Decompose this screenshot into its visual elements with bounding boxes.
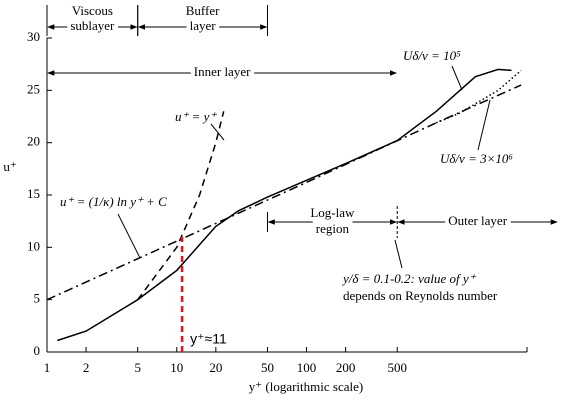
- region-label: Inner layer: [194, 64, 251, 79]
- region-label: Outer layer: [448, 213, 508, 228]
- y-tick-label: 25: [27, 81, 40, 96]
- x-axis-label: y⁺ (logarithmic scale): [249, 379, 363, 394]
- region-label: layer: [190, 18, 217, 33]
- y-tick-label: 5: [34, 291, 41, 306]
- x-tick-label: 20: [209, 360, 222, 375]
- region-label: region: [316, 221, 350, 236]
- x-tick-label: 2: [83, 360, 90, 375]
- line-series: [57, 68, 512, 342]
- annotation: Uδ/ν = 10⁵: [403, 48, 461, 63]
- annotation-leader: [477, 99, 491, 151]
- line-series: [436, 69, 522, 124]
- x-tick-label: 5: [134, 360, 141, 375]
- marker-label: y⁺≈11: [190, 331, 227, 347]
- line-series: [137, 111, 225, 301]
- annotation-leader: [117, 213, 141, 259]
- annotation-leader: [394, 239, 403, 269]
- y-tick-label: 15: [27, 186, 40, 201]
- region-label: Viscous: [72, 3, 113, 18]
- y-tick-label: 30: [27, 29, 40, 44]
- region-label: sublayer: [70, 18, 115, 33]
- y-tick-label: 10: [27, 238, 40, 253]
- annotation: u⁺ = y⁺: [175, 109, 217, 124]
- y-tick-label: 20: [27, 134, 40, 149]
- line-series: [46, 84, 522, 301]
- x-tick-label: 200: [336, 360, 356, 375]
- x-tick-label: 100: [297, 360, 317, 375]
- annotation: y/δ = 0.1-0.2: value of y⁺: [341, 271, 477, 286]
- annotation: u⁺ = (1/κ) ln y⁺ + C: [60, 194, 167, 209]
- y-axis-label: u⁺: [3, 159, 16, 174]
- y-tick-label: 0: [34, 343, 41, 358]
- region-label: Log-law: [310, 205, 355, 220]
- annotation: Uδ/ν = 3×10⁶: [440, 151, 513, 166]
- x-tick-label: 1: [44, 360, 51, 375]
- region-label: Buffer: [186, 3, 220, 18]
- x-tick-label: 500: [387, 360, 407, 375]
- x-tick-label: 50: [261, 360, 274, 375]
- annotation: depends on Reynolds number: [343, 288, 498, 303]
- x-tick-label: 10: [170, 360, 183, 375]
- annotation-leader: [451, 65, 463, 91]
- annotation-leader: [210, 123, 225, 141]
